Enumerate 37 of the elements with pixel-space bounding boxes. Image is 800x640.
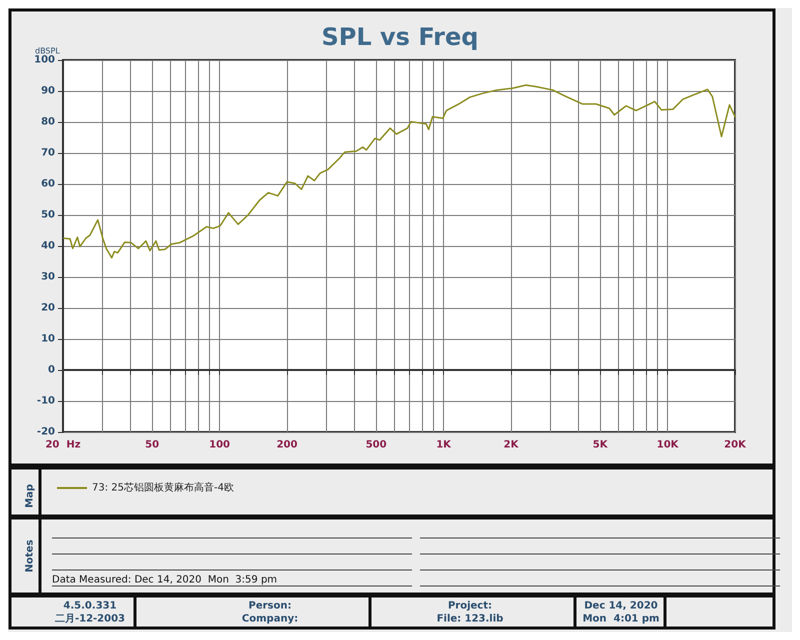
y-tick-label: 70 xyxy=(41,148,56,158)
y-tick-label: 0 xyxy=(48,364,56,376)
text: 4.5.0.331 xyxy=(63,600,117,612)
x-tick-label: 20K xyxy=(724,440,748,450)
y-tick-label: 40 xyxy=(41,240,56,252)
text: Company: xyxy=(242,614,298,624)
chart-title: SPL vs Freq xyxy=(322,23,478,51)
y-tick-label: 80 xyxy=(41,116,56,128)
text: Project: xyxy=(448,600,492,612)
y-tick-label: 20 xyxy=(41,302,56,314)
x-tick-label: 50 xyxy=(145,440,160,450)
y-tick-label: 30 xyxy=(41,272,56,282)
text: 二月-12-2003 xyxy=(54,614,126,624)
text: File: 123.lib xyxy=(436,614,504,624)
text: Data Measured: Dec 14, 2020 Mon 3:59 pm xyxy=(52,574,278,586)
y-tick-label: 50 xyxy=(41,210,56,220)
text: Mon 4:01 pm xyxy=(582,614,660,624)
y-tick-label: 60 xyxy=(41,178,56,190)
y-tick-label: 90 xyxy=(41,86,56,96)
text: Dec 14, 2020 xyxy=(584,600,658,612)
text: Map xyxy=(24,484,36,508)
x-tick-label: 100 xyxy=(209,440,230,450)
y-tick-label: 100 xyxy=(34,54,56,66)
text: Person: xyxy=(248,600,292,612)
y-tick-label: 10 xyxy=(41,334,56,344)
x-tick-label: 200 xyxy=(276,440,298,450)
x-tick-label: 500 xyxy=(366,440,387,450)
x-tick-label: 20 Hz xyxy=(45,440,81,450)
text: Notes xyxy=(24,540,36,572)
y-tick-label: -20 xyxy=(36,426,56,438)
legend-label: 73: 25芯铝圆板黄麻布高音-4欧 xyxy=(92,482,234,494)
x-tick-label: 1K xyxy=(436,440,452,450)
y-axis-title: dBSPL xyxy=(35,46,60,56)
x-tick-label: 10K xyxy=(656,440,680,450)
x-tick-label: 5K xyxy=(592,440,609,450)
y-tick-label: -10 xyxy=(36,396,56,406)
x-tick-label: 2K xyxy=(504,440,520,450)
